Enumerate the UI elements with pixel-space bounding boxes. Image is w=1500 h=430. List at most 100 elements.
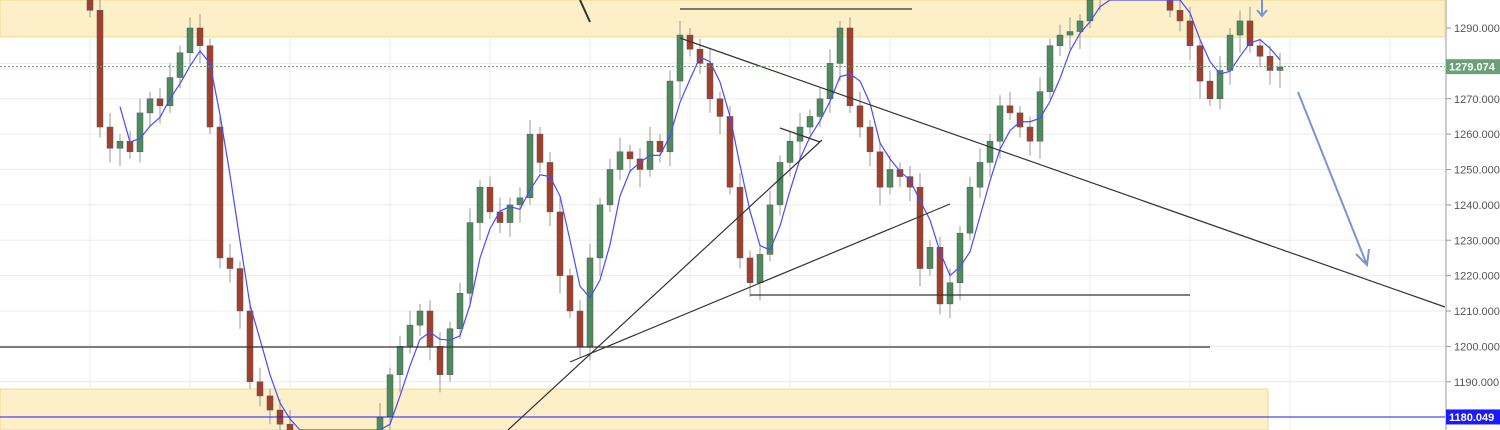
candle <box>886 169 894 188</box>
candle <box>386 374 394 418</box>
candle <box>256 381 264 397</box>
candle <box>606 169 614 206</box>
last-price-label: 1279.074 <box>1449 62 1496 74</box>
candle <box>1076 20 1084 32</box>
candle <box>206 45 214 128</box>
candle <box>1176 10 1184 22</box>
candle <box>786 140 794 163</box>
candle <box>526 133 534 199</box>
candle <box>216 126 224 259</box>
candle <box>86 0 94 11</box>
candle <box>986 140 994 163</box>
candle <box>126 140 134 153</box>
candle <box>806 116 814 128</box>
candle <box>706 63 714 99</box>
candle <box>906 176 914 188</box>
candle <box>1006 105 1014 114</box>
candle <box>766 204 774 255</box>
candle <box>436 346 444 375</box>
candle <box>576 310 584 347</box>
candle <box>1016 112 1024 128</box>
axis-tick-label: 1210.000 <box>1454 306 1500 318</box>
short-line-top[interactable] <box>579 0 591 23</box>
candle <box>266 395 274 411</box>
candle <box>446 328 454 375</box>
candle <box>1246 20 1254 46</box>
candle <box>1036 91 1044 142</box>
candle <box>416 310 424 326</box>
candle <box>1216 70 1224 99</box>
candle <box>856 105 864 128</box>
candle <box>556 211 564 276</box>
candle <box>756 254 764 283</box>
candle <box>396 346 404 375</box>
last-price-badge: 1279.074 <box>1446 59 1500 75</box>
candle <box>736 186 744 259</box>
demand-zone-bottom[interactable] <box>0 388 1269 430</box>
candle <box>1166 0 1174 11</box>
candle <box>776 162 784 206</box>
projection-arrow[interactable] <box>1256 0 1370 268</box>
supply-zone-top[interactable] <box>0 0 1446 38</box>
axis-tick-label: 1220.000 <box>1454 271 1500 283</box>
ascending-trendline-steep[interactable] <box>507 139 823 430</box>
candle <box>916 186 924 269</box>
candle <box>226 257 234 269</box>
moving-average-line <box>119 0 1281 430</box>
candle <box>1266 56 1274 71</box>
axis-tick-label: 1230.000 <box>1454 235 1500 247</box>
candle <box>666 80 674 153</box>
candle <box>636 158 644 170</box>
axis-tick-label: 1290.000 <box>1454 23 1500 35</box>
axis-tick-label: 1200.000 <box>1454 341 1500 353</box>
candle <box>156 98 164 107</box>
candle <box>486 186 494 213</box>
candle <box>196 27 204 46</box>
candle <box>1256 45 1264 57</box>
candle <box>716 98 724 117</box>
candle <box>1196 45 1204 82</box>
axis-tick-label: 1190.000 <box>1454 377 1499 389</box>
candle <box>516 197 524 206</box>
candle <box>496 211 504 223</box>
candle <box>246 310 254 382</box>
candle <box>656 140 664 153</box>
price-axis[interactable]: 1290.000 1270.000 1260.000 1250.000 1240.000… <box>1446 23 1500 389</box>
level-badge: 1180.049 <box>1446 409 1500 425</box>
candle <box>976 162 984 188</box>
candle <box>176 52 184 78</box>
axis-tick-label: 1260.000 <box>1454 129 1500 141</box>
candle <box>946 282 954 305</box>
descending-trendline[interactable] <box>679 37 1446 308</box>
candle <box>1226 34 1234 71</box>
candle <box>166 77 174 107</box>
candle <box>566 275 574 312</box>
candle <box>836 27 844 64</box>
candle <box>626 151 634 160</box>
level-price-label: 1180.049 <box>1449 412 1494 424</box>
candle <box>1066 31 1074 36</box>
ascending-trendline-shallow[interactable] <box>569 203 951 363</box>
candle <box>1186 20 1194 46</box>
candle <box>876 151 884 188</box>
candles <box>86 0 1284 430</box>
candle <box>466 222 474 294</box>
candle <box>186 27 194 54</box>
candle <box>106 126 114 149</box>
candle <box>456 293 464 329</box>
candle <box>376 416 384 430</box>
candle <box>476 186 484 223</box>
candle <box>506 204 514 223</box>
short-trendline[interactable] <box>779 127 821 143</box>
candle <box>586 257 594 347</box>
candle <box>546 162 554 213</box>
candle <box>966 186 974 234</box>
candle <box>1276 66 1284 71</box>
drawings[interactable] <box>0 0 1446 430</box>
axis-tick-label: 1240.000 <box>1454 200 1500 212</box>
candle <box>286 423 294 430</box>
candle <box>236 268 244 312</box>
candle <box>1206 80 1214 99</box>
